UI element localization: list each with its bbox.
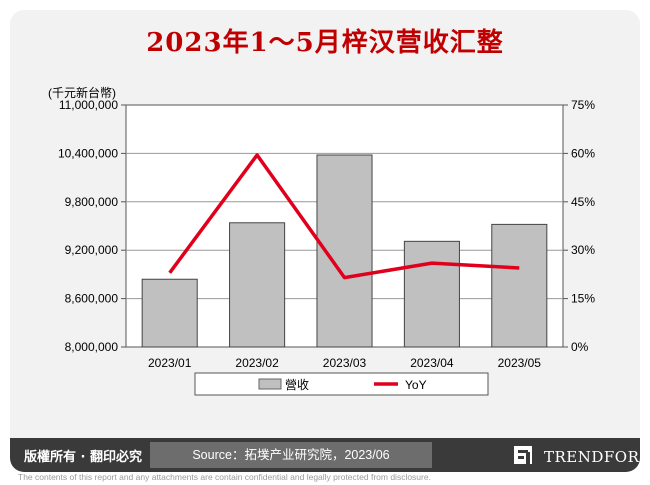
- y-tick-label: 11,000,000: [59, 98, 118, 112]
- bar-2023-04: [403, 240, 460, 348]
- y-tick-label: 9,200,000: [65, 243, 119, 257]
- bar-2023-05: [491, 223, 548, 348]
- legend: [194, 372, 489, 396]
- legend-label-line: YoY: [405, 378, 427, 392]
- trendforce-logo: [514, 446, 532, 464]
- x-tick-label: 2023/02: [235, 356, 279, 370]
- bar-2023-01: [141, 278, 198, 348]
- y2-tick-label: 0%: [571, 340, 589, 354]
- disclaimer: The contents of this report and any atta…: [18, 472, 431, 482]
- legend-label-bar: 營收: [285, 378, 309, 392]
- y-tick-label: 10,400,000: [58, 146, 118, 160]
- y2-tick-label: 15%: [571, 292, 595, 306]
- y-tick-label: 9,800,000: [65, 195, 119, 209]
- copyright-notice: 版權所有 · 翻印必究: [24, 450, 142, 465]
- x-tick-label: 2023/03: [323, 356, 367, 370]
- x-tick-label: 2023/04: [410, 356, 454, 370]
- y2-tick-label: 75%: [571, 98, 595, 112]
- chart-title: 2023年1～5月梓汉营收汇整: [146, 28, 504, 58]
- source-label: Source：拓墣产业研究院，2023/06: [150, 442, 432, 468]
- y2-tick-label: 30%: [571, 243, 595, 257]
- x-tick-label: 2023/05: [498, 356, 542, 370]
- y2-tick-label: 60%: [571, 146, 595, 160]
- bar-2023-02: [229, 222, 286, 348]
- legend-swatch-bar: [258, 378, 282, 390]
- series-line-yoy: [168, 153, 520, 280]
- y-tick-label: 8,600,000: [65, 292, 119, 306]
- y2-tick-label: 45%: [571, 195, 595, 209]
- x-tick-label: 2023/01: [148, 356, 192, 370]
- brand-name: TRENDFORCE: [544, 448, 650, 466]
- y-axis-label: (千元新台幣): [48, 85, 116, 100]
- y-tick-label: 8,000,000: [65, 340, 119, 354]
